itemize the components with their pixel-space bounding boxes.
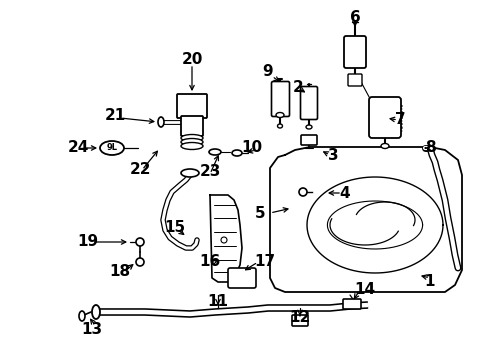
FancyBboxPatch shape <box>301 135 317 145</box>
FancyBboxPatch shape <box>177 94 207 118</box>
Polygon shape <box>210 195 242 282</box>
Text: 4: 4 <box>340 185 350 201</box>
Text: 19: 19 <box>77 234 98 249</box>
FancyBboxPatch shape <box>300 86 318 120</box>
Circle shape <box>136 258 144 266</box>
Text: 20: 20 <box>181 53 203 68</box>
Ellipse shape <box>181 169 199 177</box>
Ellipse shape <box>100 141 124 155</box>
Ellipse shape <box>158 117 164 127</box>
Text: 2: 2 <box>293 81 303 95</box>
Ellipse shape <box>232 150 242 156</box>
Text: 15: 15 <box>165 220 186 235</box>
Circle shape <box>299 188 307 196</box>
Ellipse shape <box>277 124 283 128</box>
Text: 1: 1 <box>425 274 435 289</box>
Ellipse shape <box>381 144 389 148</box>
Text: 12: 12 <box>290 310 311 325</box>
Ellipse shape <box>181 135 203 141</box>
FancyBboxPatch shape <box>292 315 308 326</box>
FancyBboxPatch shape <box>271 81 290 117</box>
Text: 22: 22 <box>129 162 151 177</box>
Text: 17: 17 <box>254 255 275 270</box>
Text: 6: 6 <box>350 10 360 26</box>
Polygon shape <box>270 147 462 292</box>
Text: 5: 5 <box>255 206 265 220</box>
Circle shape <box>136 238 144 246</box>
Text: 10: 10 <box>242 140 263 156</box>
Text: 14: 14 <box>354 283 375 297</box>
Ellipse shape <box>181 143 203 149</box>
Text: 18: 18 <box>109 265 130 279</box>
FancyBboxPatch shape <box>369 97 401 138</box>
Ellipse shape <box>181 139 203 145</box>
Text: 16: 16 <box>199 255 220 270</box>
FancyBboxPatch shape <box>228 268 256 288</box>
Text: 11: 11 <box>207 294 228 310</box>
Text: 9L: 9L <box>106 144 118 153</box>
FancyBboxPatch shape <box>344 36 366 68</box>
Ellipse shape <box>79 311 85 321</box>
Ellipse shape <box>276 112 284 117</box>
Text: 3: 3 <box>328 148 338 162</box>
Text: 24: 24 <box>67 140 89 156</box>
Text: 13: 13 <box>81 323 102 338</box>
FancyBboxPatch shape <box>181 116 203 136</box>
FancyBboxPatch shape <box>348 74 362 86</box>
Text: 9: 9 <box>263 64 273 80</box>
Circle shape <box>221 237 227 243</box>
Text: 21: 21 <box>104 108 125 122</box>
Text: 8: 8 <box>425 140 435 156</box>
Text: 23: 23 <box>199 165 220 180</box>
Ellipse shape <box>306 125 312 129</box>
Text: 7: 7 <box>394 112 405 127</box>
FancyBboxPatch shape <box>343 299 361 309</box>
Ellipse shape <box>209 149 221 155</box>
Ellipse shape <box>92 305 100 319</box>
